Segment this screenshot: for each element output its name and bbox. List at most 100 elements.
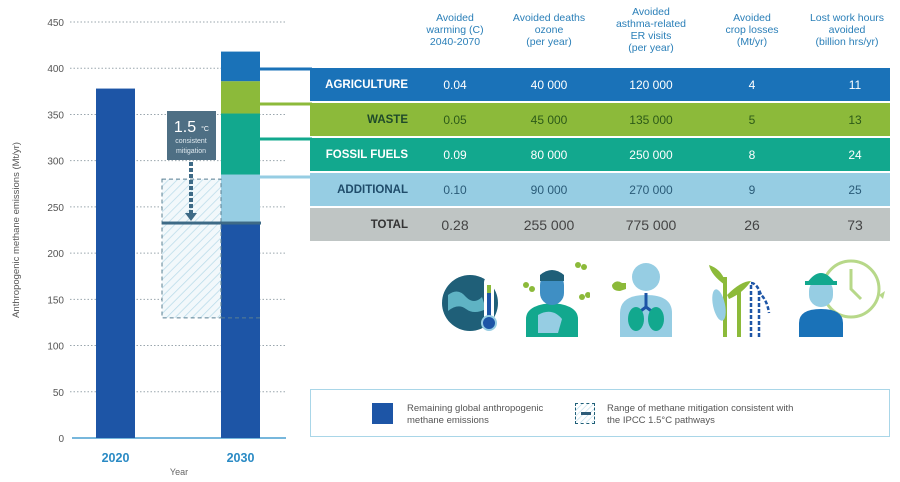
table-cell: 135 000 [629, 112, 673, 127]
table-cell: 13 [848, 112, 862, 127]
annotation-unit: °C [201, 125, 209, 133]
row-label: WASTE [367, 113, 408, 126]
table-row-additional: ADDITIONAL 0.10 90 000 270 000 9 25 [310, 173, 890, 206]
x-tick-label: 2020 [102, 451, 130, 465]
table-cell: 90 000 [530, 182, 568, 197]
legend-line: Range of methane mitigation consistent w… [607, 403, 794, 414]
column-header-line: (per year) [628, 42, 674, 54]
column-header-line: (per year) [526, 36, 572, 48]
person-coughing-ozone-icon [520, 255, 591, 337]
y-tick-label: 200 [47, 249, 64, 260]
column-header-line: 2040-2070 [429, 36, 481, 48]
table-cell: 775 000 [625, 216, 677, 233]
table-cell: 0.04 [443, 77, 467, 92]
table-row-agriculture: AGRICULTURE 0.04 40 000 120 000 4 11 [310, 68, 890, 101]
table-cell: 255 000 [523, 216, 575, 233]
bar-waste-2030 [221, 81, 260, 114]
legend-label-range: Range of methane mitigation consistent w… [607, 403, 793, 427]
table-cell: 11 [848, 77, 862, 92]
table-cell: 80 000 [530, 147, 568, 162]
row-label: FOSSIL FUELS [325, 148, 408, 161]
table-cell: 4 [748, 77, 756, 92]
row-label: AGRICULTURE [325, 78, 408, 91]
y-tick-label: 100 [47, 342, 64, 353]
y-axis-label: Anthropogenic methane emissions (Mt/yr) [11, 142, 22, 318]
table-cell: 24 [848, 147, 862, 162]
legend-line: Remaining global anthropogenic [407, 403, 544, 414]
y-tick-label: 50 [53, 388, 65, 399]
y-tick-label: 300 [47, 157, 64, 168]
y-tick-label: 150 [47, 295, 64, 306]
column-header-line: warming (C) [426, 24, 484, 36]
column-header: Lost work hours avoided (billion hrs/yr) [797, 12, 897, 48]
legend-swatch-remaining [372, 403, 393, 424]
column-header: Avoided crop losses (Mt/yr) [702, 12, 802, 48]
table-cell: 0.10 [443, 182, 467, 197]
table-cell: 120 000 [629, 77, 673, 92]
table-cell: 25 [848, 182, 862, 197]
column-header-line: Lost work hours [809, 12, 885, 24]
legend-label-remaining: Remaining global anthropogenic methane e… [407, 403, 543, 427]
table-cell: 0.05 [443, 112, 467, 127]
table-row-waste: WASTE 0.05 45 000 135 000 5 13 [310, 103, 890, 136]
table-cell: 0.28 [441, 216, 469, 233]
column-header-line: (billion hrs/yr) [815, 36, 879, 48]
column-header: Avoided asthma-related ER visits (per year) [601, 6, 701, 54]
bar-remaining-global-anthropogenic-methane-emissions-2030 [221, 223, 260, 438]
column-header-line: ozone [534, 24, 564, 36]
y-tick-label: 250 [47, 203, 64, 214]
x-axis-label: Year [170, 467, 188, 477]
column-header-line: Avoided deaths [512, 12, 586, 24]
table-cell: 8 [748, 147, 756, 162]
y-tick-label: 450 [47, 18, 64, 29]
table-cell: 40 000 [530, 77, 568, 92]
column-header: Avoided deaths ozone (per year) [499, 12, 599, 48]
crops-icon [705, 255, 771, 337]
lungs-asthma-icon [610, 255, 674, 337]
row-label: ADDITIONAL [337, 183, 408, 196]
annotation-value: 1.5 [174, 119, 196, 136]
table-cell: 26 [744, 216, 760, 233]
table-row-fossil-fuels: FOSSIL FUELS 0.09 80 000 250 000 8 24 [310, 138, 890, 171]
bar-remaining-global-anthropogenic-methane-emissions-2020 [96, 88, 135, 438]
legend-swatch-range [575, 403, 595, 424]
legend-line: methane emissions [407, 415, 489, 426]
column-header-line: asthma-related [615, 18, 687, 30]
table-row-total: TOTAL 0.28 255 000 775 000 26 73 [310, 208, 890, 241]
table-cell: 73 [847, 216, 863, 233]
row-label: TOTAL [370, 218, 408, 231]
table-cell: 0.09 [443, 147, 467, 162]
column-header-line: crop losses [725, 24, 779, 36]
table-cell: 250 000 [629, 147, 673, 162]
worker-clock-icon [795, 255, 885, 337]
globe-thermometer-icon [440, 255, 504, 337]
table-cell: 5 [748, 112, 756, 127]
annotation-arrow-head [185, 213, 197, 221]
y-tick-label: 0 [58, 434, 64, 445]
column-header-line: avoided [828, 24, 866, 36]
y-tick-label: 400 [47, 64, 64, 75]
annotation-line2: mitigation [176, 148, 206, 155]
mitigation-range-box [161, 178, 222, 319]
bar-additional-2030 [221, 174, 260, 224]
annotation-line1: consistent [175, 138, 207, 145]
emissions-bar-chart: 0 50 100 150 200 250 300 350 400 450 Anthropogenic… [11, 18, 286, 477]
mitigation-target-line [162, 221, 261, 225]
bar-agriculture-2030 [221, 51, 260, 82]
column-header-line: Avoided [632, 6, 670, 18]
column-header-line: Avoided [733, 12, 771, 24]
x-tick-label: 2030 [227, 451, 255, 465]
column-header-line: (Mt/yr) [736, 36, 768, 48]
bar-fossil-fuels-2030 [221, 113, 260, 175]
column-header-line: Avoided [436, 12, 474, 24]
table-cell: 9 [748, 182, 756, 197]
legend-line: the IPCC 1.5°C pathways [607, 415, 715, 426]
table-cell: 45 000 [530, 112, 568, 127]
column-header: Avoided warming (C) 2040-2070 [405, 12, 505, 48]
legend: Remaining global anthropogenic methane e… [310, 389, 890, 437]
y-tick-label: 350 [47, 110, 64, 121]
table-cell: 270 000 [629, 182, 673, 197]
column-header-line: ER visits [630, 30, 672, 42]
annotation-box [167, 111, 216, 160]
